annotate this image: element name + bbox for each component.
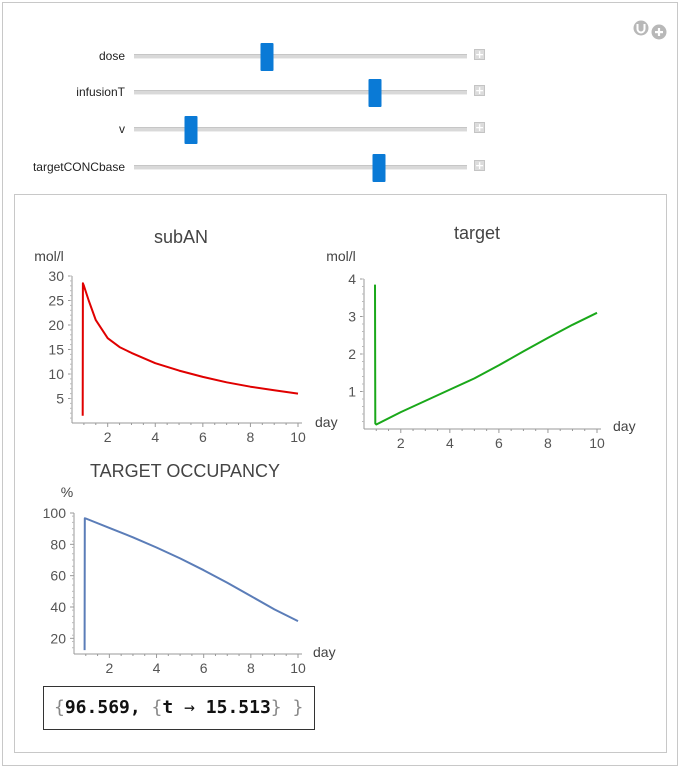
y-axis-label: mol/l (326, 248, 356, 264)
result-arrow: → (184, 697, 195, 718)
x-tick-label: 4 (446, 435, 454, 451)
plus-icon[interactable]: + (474, 159, 485, 172)
control-label-dose: dose (98, 49, 125, 63)
result-value: 96.569, (64, 697, 141, 718)
control-label-targetCONCbase: targetCONCbase (32, 160, 125, 174)
control-row-dose: dose + (0, 43, 500, 71)
slider-thumb-v[interactable] (184, 116, 198, 144)
slider-track-dose[interactable] (134, 43, 467, 71)
x-tick-label: 8 (247, 660, 255, 676)
x-tick-label: 2 (397, 435, 405, 451)
y-tick-label: 60 (50, 568, 66, 584)
series-line (81, 282, 299, 416)
slider-track-infusionT[interactable] (134, 79, 467, 107)
output-panel: 2 4 6 8 10 5 10 15 20 25 30 subAN mol/l day 2 4 6 8 10 1 2 3 4… (14, 194, 667, 753)
y-tick-label: 25 (48, 293, 64, 309)
slider-track-v[interactable] (134, 116, 467, 144)
result-variable: t (162, 697, 174, 718)
plus-icon[interactable]: + (474, 48, 485, 61)
y-tick-label: 40 (50, 599, 66, 615)
result-time: 15.513 (205, 697, 271, 718)
x-axis-label: day (613, 418, 636, 434)
x-tick-label: 2 (105, 660, 113, 676)
y-tick-label: 100 (43, 505, 67, 521)
y-tick-label: 15 (48, 342, 64, 358)
y-tick-label: 20 (50, 630, 66, 646)
y-axis-label: mol/l (34, 248, 64, 264)
x-tick-label: 2 (104, 429, 112, 445)
plus-icon[interactable]: + (474, 84, 485, 97)
result-expression: {96.569, {t → 15.513} } (43, 686, 315, 730)
slider-thumb-dose[interactable] (260, 43, 274, 71)
update-icon[interactable] (633, 20, 649, 36)
x-tick-label: 4 (151, 429, 159, 445)
slider-thumb-infusionT[interactable] (368, 79, 382, 107)
result-open-brace: { (54, 697, 65, 718)
y-axis-label: % (61, 484, 73, 500)
x-tick-label: 10 (290, 660, 306, 676)
control-label-infusionT: infusionT (76, 85, 125, 99)
y-tick-label: 3 (348, 309, 356, 325)
result-inner-open-brace: { (151, 697, 163, 718)
control-label-v: v (119, 122, 125, 136)
slider-thumb-targetCONCbase[interactable] (372, 154, 386, 182)
plus-icon[interactable]: + (474, 121, 485, 134)
chart-1: 2 4 6 8 10 5 10 15 20 25 30 subAN mol/l day (34, 227, 337, 445)
chart-title: TARGET OCCUPANCY (90, 461, 280, 481)
x-tick-label: 8 (544, 435, 552, 451)
series-line (83, 517, 299, 651)
plus-circle-icon[interactable] (651, 24, 667, 40)
slider-track-targetCONCbase[interactable] (134, 154, 467, 182)
y-tick-label: 4 (348, 271, 356, 287)
toolbar-icons (633, 20, 667, 40)
x-tick-label: 6 (495, 435, 503, 451)
control-row-v: v + (0, 116, 500, 144)
y-tick-label: 1 (348, 384, 356, 400)
y-tick-label: 2 (348, 346, 356, 362)
x-tick-label: 6 (199, 429, 207, 445)
x-axis-label: day (313, 644, 336, 660)
x-axis-label: day (315, 414, 338, 430)
y-tick-label: 80 (50, 536, 66, 552)
y-tick-label: 5 (56, 391, 64, 407)
x-tick-label: 10 (290, 429, 306, 445)
x-tick-label: 8 (247, 429, 255, 445)
chart-title: target (454, 223, 500, 243)
control-row-infusionT: infusionT + (0, 79, 500, 107)
result-inner-close-brace: } (270, 697, 282, 718)
top-right-icons (632, 19, 672, 41)
x-tick-label: 6 (200, 660, 208, 676)
result-close-brace: } (292, 697, 304, 718)
control-row-targetCONCbase: targetCONCbase + (0, 154, 500, 182)
chart-3: 2 4 6 8 10 20 40 60 80 100 TARGET OCCUPANCY% day (43, 461, 336, 676)
chart-title: subAN (154, 227, 208, 247)
x-tick-label: 4 (153, 660, 161, 676)
y-tick-label: 30 (48, 268, 64, 284)
x-tick-label: 10 (589, 435, 605, 451)
series-line (374, 284, 598, 426)
y-tick-label: 20 (48, 317, 64, 333)
y-tick-label: 10 (48, 366, 64, 382)
